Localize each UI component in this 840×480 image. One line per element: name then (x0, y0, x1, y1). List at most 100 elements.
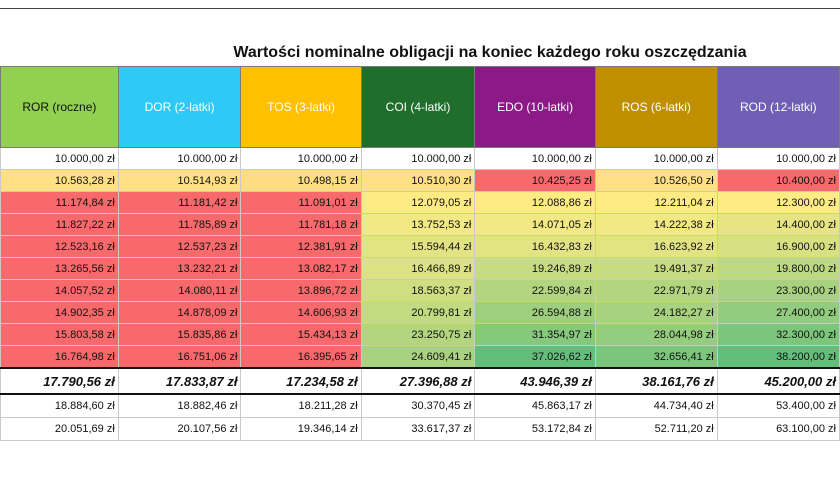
column-header: DOR (2-latki) (117, 66, 242, 148)
table-cell: 10.000,00 zł (594, 147, 718, 170)
table-row: 13.265,56 zł 13.232,21 zł 13.082,17 zł 16.4… (0, 257, 840, 280)
table-cell: 22.599,84 zł (474, 279, 596, 302)
table-cell: 13.265,56 zł (0, 257, 119, 280)
table-cell: 11.174,84 zł (0, 191, 119, 214)
table-cell: 10.498,15 zł (240, 169, 362, 192)
header-row: ROR (roczne) DOR (2-latki) TOS (3-latki) CO… (0, 66, 840, 148)
table-cell: 31.354,97 zł (474, 323, 596, 346)
table-cell: 20.051,69 zł (0, 417, 119, 441)
table-cell: 13.232,21 zł (117, 257, 242, 280)
table-row: 18.884,60 zł 18.882,46 zł 18.211,28 zł 30.3… (0, 393, 840, 418)
table-cell: 16.466,89 zł (360, 257, 476, 280)
table-cell: 27.400,00 zł (716, 301, 840, 324)
table-cell: 13.752,53 zł (360, 213, 476, 236)
table-cell: 14.400,00 zł (716, 213, 840, 236)
table-cell: 24.609,41 zł (360, 345, 476, 369)
table-cell: 12.537,23 zł (117, 235, 242, 258)
table-body: 10.000,00 zł 10.000,00 zł 10.000,00 zł 10.0… (0, 147, 840, 441)
table-cell: 15.434,13 zł (240, 323, 362, 346)
table-cell: 45.200,00 zł (716, 367, 840, 395)
table-row: 16.764,98 zł 16.751,06 zł 16.395,65 zł 24.6… (0, 345, 840, 369)
column-header: ROS (6-latki) (594, 66, 718, 148)
table-cell: 10.514,93 zł (117, 169, 242, 192)
table-cell: 32.300,00 zł (716, 323, 840, 346)
table-cell: 45.863,17 zł (474, 393, 596, 418)
table-cell: 10.526,50 zł (594, 169, 718, 192)
table-cell: 14.902,35 zł (0, 301, 119, 324)
table-cell: 16.395,65 zł (240, 345, 362, 369)
table-cell: 18.882,46 zł (117, 393, 242, 418)
table-cell: 12.079,05 zł (360, 191, 476, 214)
table-cell: 10.563,28 zł (0, 169, 119, 192)
column-header: COI (4-latki) (360, 66, 476, 148)
table-cell: 23.300,00 zł (716, 279, 840, 302)
table-cell: 10.000,00 zł (0, 147, 119, 170)
table-cell: 43.946,39 zł (474, 367, 596, 395)
table-cell: 19.346,14 zł (240, 417, 362, 441)
table-cell: 14.057,52 zł (0, 279, 119, 302)
table-cell: 11.181,42 zł (117, 191, 242, 214)
table-cell: 16.623,92 zł (594, 235, 718, 258)
table-cell: 53.172,84 zł (474, 417, 596, 441)
table-cell: 10.000,00 zł (474, 147, 596, 170)
sheet-title: Wartości nominalne obligacji na koniec k… (233, 44, 747, 61)
table-cell: 20.799,81 zł (360, 301, 476, 324)
table-cell: 15.594,44 zł (360, 235, 476, 258)
table-cell: 19.491,37 zł (594, 257, 718, 280)
table-row: 17.790,56 zł 17.833,87 zł 17.234,58 zł 27.3… (0, 367, 840, 395)
table-cell: 18.563,37 zł (360, 279, 476, 302)
table-cell: 17.234,58 zł (240, 367, 362, 395)
table-cell: 16.900,00 zł (716, 235, 840, 258)
table-cell: 12.211,04 zł (594, 191, 718, 214)
bond-values-table: ROR (roczne) DOR (2-latki) TOS (3-latki) CO… (0, 66, 840, 441)
table-cell: 37.026,62 zł (474, 345, 596, 369)
table-cell: 15.803,58 zł (0, 323, 119, 346)
table-cell: 12.381,91 zł (240, 235, 362, 258)
table-row: 14.057,52 zł 14.080,11 zł 13.896,72 zł 18.5… (0, 279, 840, 302)
table-cell: 52.711,20 zł (594, 417, 718, 441)
table-cell: 26.594,88 zł (474, 301, 596, 324)
table-cell: 10.000,00 zł (240, 147, 362, 170)
table-cell: 18.884,60 zł (0, 393, 119, 418)
table-cell: 15.835,86 zł (117, 323, 242, 346)
table-cell: 19.246,89 zł (474, 257, 596, 280)
table-cell: 33.617,37 zł (360, 417, 476, 441)
table-cell: 16.751,06 zł (117, 345, 242, 369)
table-row: 14.902,35 zł 14.878,09 zł 14.606,93 zł 20.7… (0, 301, 840, 324)
table-cell: 16.432,83 zł (474, 235, 596, 258)
table-row: 20.051,69 zł 20.107,56 zł 19.346,14 zł 33.6… (0, 417, 840, 441)
table-cell: 63.100,00 zł (716, 417, 840, 441)
table-cell: 14.071,05 zł (474, 213, 596, 236)
table-cell: 38.161,76 zł (594, 367, 718, 395)
table-cell: 14.878,09 zł (117, 301, 242, 324)
table-row: 15.803,58 zł 15.835,86 zł 15.434,13 zł 23.2… (0, 323, 840, 346)
table-cell: 32.656,41 zł (594, 345, 718, 369)
table-cell: 30.370,45 zł (360, 393, 476, 418)
column-header: ROR (roczne) (0, 66, 119, 148)
table-cell: 44.734,40 zł (594, 393, 718, 418)
table-cell: 13.896,72 zł (240, 279, 362, 302)
table-cell: 17.833,87 zł (117, 367, 242, 395)
table-cell: 14.222,38 zł (594, 213, 718, 236)
table-row: 12.523,16 zł 12.537,23 zł 12.381,91 zł 15.5… (0, 235, 840, 258)
table-cell: 20.107,56 zł (117, 417, 242, 441)
table-cell: 16.764,98 zł (0, 345, 119, 369)
top-border (0, 8, 840, 9)
table-cell: 27.396,88 zł (360, 367, 476, 395)
column-header: TOS (3-latki) (240, 66, 362, 148)
table-cell: 11.785,89 zł (117, 213, 242, 236)
table-cell: 17.790,56 zł (0, 367, 119, 395)
table-cell: 10.400,00 zł (716, 169, 840, 192)
table-cell: 13.082,17 zł (240, 257, 362, 280)
column-header: ROD (12-latki) (716, 66, 840, 148)
table-row: 11.174,84 zł 11.181,42 zł 11.091,01 zł 12.0… (0, 191, 840, 214)
table-cell: 19.800,00 zł (716, 257, 840, 280)
table-cell: 10.000,00 zł (716, 147, 840, 170)
column-header: EDO (10-latki) (474, 66, 596, 148)
table-cell: 18.211,28 zł (240, 393, 362, 418)
table-cell: 23.250,75 zł (360, 323, 476, 346)
table-cell: 12.523,16 zł (0, 235, 119, 258)
table-cell: 12.300,00 zł (716, 191, 840, 214)
table-cell: 38.200,00 zł (716, 345, 840, 369)
